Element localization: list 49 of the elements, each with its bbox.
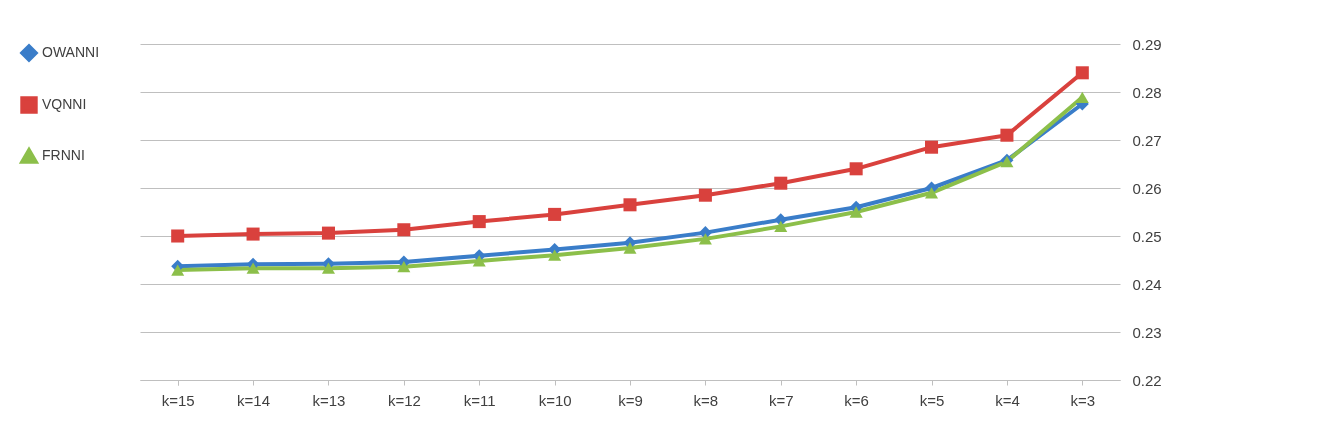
y-tick-label: 0.27	[1132, 131, 1162, 149]
point	[1000, 128, 1014, 142]
x-tick-label: k=14	[237, 391, 271, 409]
x-tick-label: k=13	[312, 391, 346, 409]
y-tick-label: 0.26	[1132, 179, 1162, 197]
point	[1075, 91, 1089, 103]
x-tick-label: k=12	[387, 391, 421, 409]
y-tick-label: 0.29	[1132, 35, 1162, 53]
point	[698, 188, 712, 202]
point	[171, 264, 185, 276]
x-tick-label: k=6	[844, 391, 869, 409]
x-tick-label: k=10	[538, 391, 572, 409]
point	[774, 220, 788, 233]
point	[849, 206, 863, 218]
legend-label: FRNNI	[42, 147, 85, 163]
x-tick-label: k=3	[1070, 391, 1096, 409]
legend-label: VQNNI	[42, 96, 87, 112]
point	[321, 226, 335, 240]
y-tick-label: 0.28	[1132, 83, 1162, 101]
y-tick-label: 0.25	[1132, 227, 1162, 245]
y-tick-label: 0.23	[1132, 323, 1162, 341]
point	[171, 229, 185, 243]
point	[774, 176, 788, 190]
x-tick-label: k=5	[919, 391, 945, 409]
y-tick-label: 0.22	[1132, 371, 1162, 389]
y-tick-label: 0.24	[1132, 275, 1162, 293]
x-tick-label: k=9	[618, 391, 643, 409]
x-tick-label: k=4	[995, 391, 1020, 409]
point	[623, 198, 637, 212]
point	[548, 207, 562, 221]
x-tick-label: k=15	[161, 391, 195, 409]
point	[472, 255, 486, 267]
point	[246, 262, 260, 274]
point	[623, 242, 637, 254]
point	[397, 223, 411, 237]
point	[548, 249, 562, 261]
x-tick-label: k=8	[693, 391, 719, 409]
point	[925, 140, 939, 154]
point	[246, 227, 260, 241]
point	[925, 187, 939, 199]
point	[321, 262, 335, 274]
point	[698, 233, 712, 245]
point	[397, 261, 411, 273]
point	[849, 162, 863, 176]
x-tick-label: k=7	[768, 391, 794, 409]
x-tick-label: k=11	[463, 391, 496, 409]
legend-label: OWANNI	[42, 44, 100, 60]
point	[472, 215, 486, 229]
point	[1075, 66, 1089, 80]
